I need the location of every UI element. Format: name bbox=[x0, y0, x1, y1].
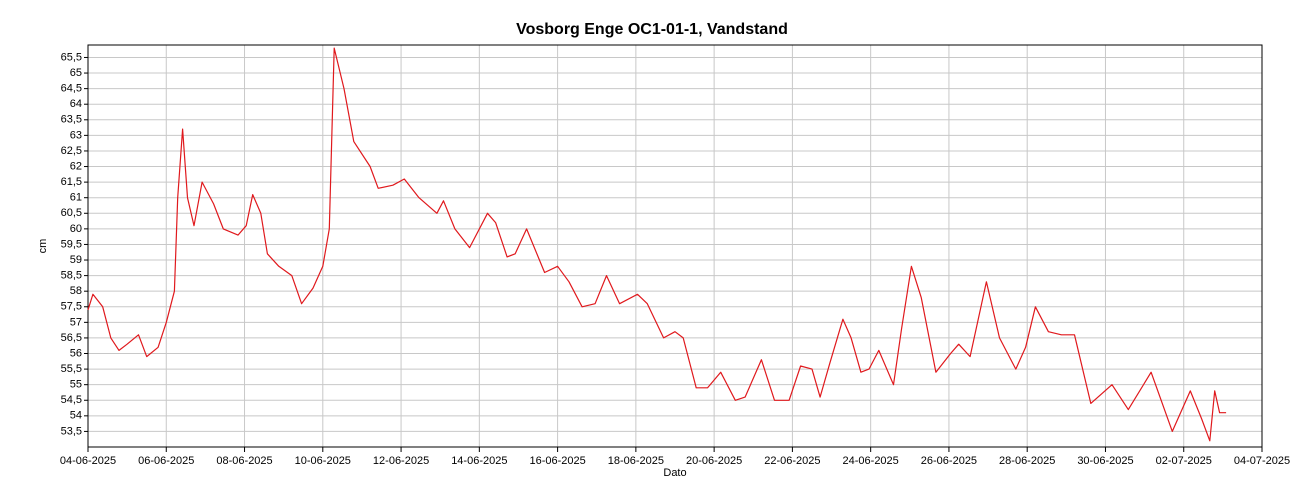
y-tick-label: 55 bbox=[70, 379, 82, 391]
y-tick-label: 56 bbox=[70, 347, 82, 359]
x-tick-label: 10-06-2025 bbox=[295, 455, 351, 467]
y-axis-label: cm bbox=[37, 239, 49, 254]
y-tick-label: 58,5 bbox=[61, 270, 82, 282]
y-tick-label: 59,5 bbox=[61, 238, 82, 250]
x-tick-label: 16-06-2025 bbox=[529, 455, 585, 467]
y-tick-label: 59 bbox=[70, 254, 82, 266]
y-tick-label: 64 bbox=[70, 98, 82, 110]
x-tick-label: 04-06-2025 bbox=[60, 455, 116, 467]
y-tick-label: 53,5 bbox=[61, 425, 82, 437]
x-tick-label: 02-07-2025 bbox=[1156, 455, 1212, 467]
y-tick-label: 62 bbox=[70, 160, 82, 172]
x-tick-label: 04-07-2025 bbox=[1234, 455, 1290, 467]
plot-frame bbox=[87, 44, 1263, 448]
y-tick-label: 57,5 bbox=[61, 301, 82, 313]
y-tick-label: 56,5 bbox=[61, 332, 82, 344]
x-tick-label: 24-06-2025 bbox=[843, 455, 899, 467]
x-axis-label: Dato bbox=[663, 467, 686, 479]
y-tick-label: 54 bbox=[70, 410, 82, 422]
y-tick-label: 61 bbox=[70, 192, 82, 204]
y-tick-label: 58 bbox=[70, 285, 82, 297]
y-tick-label: 65 bbox=[70, 67, 82, 79]
x-tick-label: 20-06-2025 bbox=[686, 455, 742, 467]
x-tick-label: 08-06-2025 bbox=[216, 455, 272, 467]
y-tick-label: 62,5 bbox=[61, 145, 82, 157]
y-tick-label: 60 bbox=[70, 223, 82, 235]
y-tick-label: 61,5 bbox=[61, 176, 82, 188]
y-tick-label: 57 bbox=[70, 316, 82, 328]
y-tick-label: 65,5 bbox=[61, 51, 82, 63]
y-tick-label: 60,5 bbox=[61, 207, 82, 219]
x-tick-label: 28-06-2025 bbox=[999, 455, 1055, 467]
x-tick-label: 30-06-2025 bbox=[1077, 455, 1133, 467]
y-tick-label: 54,5 bbox=[61, 394, 82, 406]
y-tick-label: 63,5 bbox=[61, 114, 82, 126]
x-tick-label: 22-06-2025 bbox=[764, 455, 820, 467]
x-tick-label: 14-06-2025 bbox=[451, 455, 507, 467]
y-tick-label: 55,5 bbox=[61, 363, 82, 375]
y-tick-label: 63 bbox=[70, 129, 82, 141]
data-line bbox=[87, 47, 1227, 442]
y-tick-label: 64,5 bbox=[61, 83, 82, 95]
x-tick-label: 12-06-2025 bbox=[373, 455, 429, 467]
x-tick-label: 06-06-2025 bbox=[138, 455, 194, 467]
x-tick-label: 18-06-2025 bbox=[608, 455, 664, 467]
chart-title: Vosborg Enge OC1-01-1, Vandstand bbox=[516, 21, 788, 38]
x-tick-label: 26-06-2025 bbox=[921, 455, 977, 467]
